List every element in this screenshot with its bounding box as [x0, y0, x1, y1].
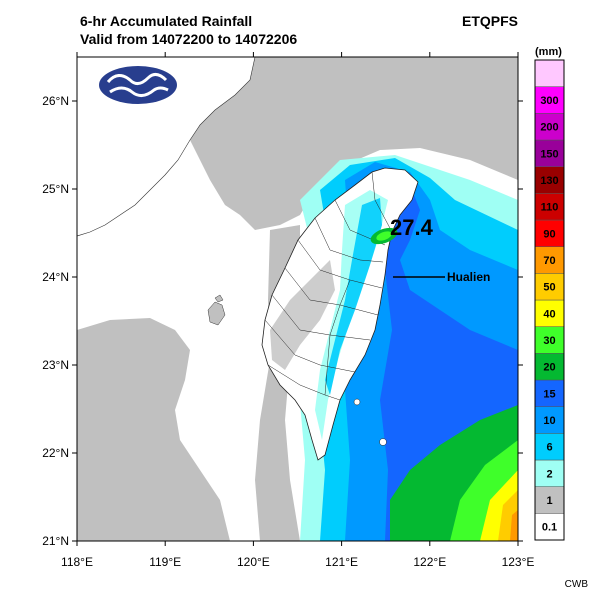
valid-period: Valid from 14072200 to 14072206 [80, 31, 298, 47]
legend-swatch [534, 486, 565, 514]
legend-label: 15 [543, 388, 555, 400]
map-frame [76, 56, 519, 542]
penghu-islands [207, 294, 226, 326]
legend-unit: (mm) [535, 46, 562, 58]
lon-tick-label: 121°E [325, 555, 358, 569]
legend-label: 150 [540, 148, 558, 160]
legend-label: 30 [543, 335, 555, 347]
legend-swatch [534, 86, 565, 114]
rain-70mm-area [510, 510, 518, 541]
legend-label: 10 [543, 415, 555, 427]
legend-swatch [534, 459, 565, 487]
lon-tick-label: 119°E [149, 555, 181, 569]
credit-label: CWB [564, 579, 588, 590]
lat-tick-label: 24°N [42, 270, 69, 284]
axis-ticks: 118°E 119°E 120°E 121°E 122°E 123°E 21°N 22°N 23… [42, 52, 534, 569]
legend-swatch [534, 299, 565, 327]
legend-label: 0.1 [542, 522, 557, 534]
legend-label: 6 [546, 442, 552, 454]
taiwan-mountain-rain-heavy [325, 198, 382, 395]
legend-label: 110 [541, 202, 559, 214]
legend-label: 70 [543, 255, 555, 267]
legend-swatch [534, 379, 565, 407]
lon-tick-label: 118°E [61, 555, 93, 569]
lat-tick-label: 22°N [42, 446, 69, 460]
legend-label: 90 [543, 228, 555, 240]
rainfall-legend: (mm) 0.1 1 2 6 10 15 20 30 40 50 70 90 110 130 150 200 3… [534, 46, 565, 541]
lat-tick-label: 21°N [42, 534, 69, 548]
mainland-rain-area [190, 57, 518, 230]
max-rain-core [376, 231, 392, 241]
legend-label: 40 [543, 308, 555, 320]
legend-label: 130 [540, 175, 558, 187]
legend-label: 2 [546, 468, 552, 480]
legend-swatch [534, 433, 565, 461]
model-name: ETQPFS [461, 13, 518, 29]
legend-label: 20 [543, 362, 555, 374]
legend-frame [534, 59, 565, 541]
map-title: 6-hr Accumulated Rainfall [80, 13, 253, 29]
legend-swatch [534, 353, 565, 381]
legend-label: 200 [540, 122, 558, 134]
legend-swatch [534, 59, 565, 87]
lon-tick-label: 120°E [237, 555, 270, 569]
legend-swatch [534, 193, 565, 221]
cwb-logo-icon [99, 66, 177, 104]
southwest-rain-area [77, 318, 230, 541]
legend-label: 50 [543, 282, 555, 294]
city-label-hualien: Hualien [447, 270, 490, 284]
lat-tick-label: 25°N [42, 182, 69, 196]
lat-tick-label: 26°N [42, 94, 69, 108]
county-boundaries [264, 171, 393, 401]
legend-swatch [534, 113, 565, 141]
lon-tick-label: 122°E [413, 555, 446, 569]
legend-label: 1 [546, 495, 552, 507]
legend-label: 300 [540, 95, 558, 107]
legend-swatch [534, 219, 565, 247]
max-rainfall-value: 27.4 [390, 215, 434, 240]
taiwan-gray-rain [270, 260, 335, 370]
green-island [353, 398, 361, 406]
lat-tick-label: 23°N [42, 358, 69, 372]
orchid-island [379, 438, 387, 446]
lon-tick-label: 123°E [502, 555, 535, 569]
